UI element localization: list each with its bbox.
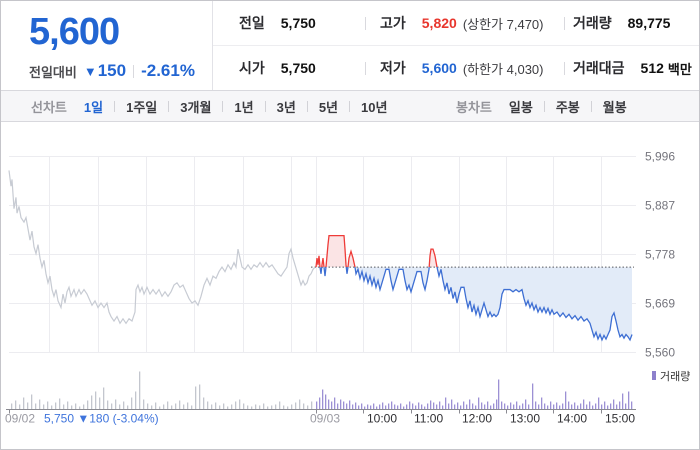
tab-weekly-candle[interactable]: 주봉 <box>555 99 580 115</box>
low-label: 저가 <box>380 60 406 76</box>
prev-close-value: 5,750 <box>280 15 316 31</box>
volume-legend: 거래량 <box>652 370 690 383</box>
prev-close-label: 전일 <box>239 15 265 31</box>
low-value: 5,600 <box>421 60 457 76</box>
line-chart-tabs: 선차트 1일 1주일 3개월 1년 3년 5년 10년 <box>31 91 387 121</box>
divider <box>264 100 266 112</box>
divider <box>564 16 565 30</box>
svg-text:09/03: 09/03 <box>310 412 340 426</box>
gridlines <box>9 156 636 353</box>
tab-3year[interactable]: 3년 <box>276 99 296 115</box>
high-value: 5,820 <box>421 15 457 31</box>
svg-text:10:00: 10:00 <box>367 412 397 426</box>
svg-text:5,750 ▼180 (-3.04%): 5,750 ▼180 (-3.04%) <box>44 412 159 426</box>
trade-value-label: 거래대금 <box>573 60 625 76</box>
chart-toolbar: 선차트 1일 1주일 3개월 1년 3년 5년 10년 봉차트 일봉 주봉 월봉 <box>1 90 699 122</box>
divider <box>306 100 308 112</box>
change-percent: -2.61% <box>141 61 195 80</box>
svg-text:5,887: 5,887 <box>645 199 675 213</box>
x-axis-labels: 09/02 5,750 ▼180 (-3.04%) 09/03 10:00 11:00 1… <box>5 412 635 426</box>
volume-value: 89,775 <box>627 15 671 31</box>
divider <box>133 64 135 78</box>
area-below-ref <box>320 267 632 340</box>
divider <box>365 61 366 75</box>
price-line-day2-down <box>316 267 633 342</box>
lower-limit: (하한가 4,030) <box>462 61 544 77</box>
price-change-row: 전일대비 ▼ 150 -2.61% <box>29 61 195 81</box>
tab-5year[interactable]: 5년 <box>318 99 339 115</box>
svg-text:5,669: 5,669 <box>645 297 675 311</box>
svg-text:15:00: 15:00 <box>605 412 635 426</box>
svg-text:5,560: 5,560 <box>645 346 675 360</box>
tab-daily-candle[interactable]: 일봉 <box>508 99 533 115</box>
stats-panel: 전일 5,750 고가 5,820 (상한가 7,470) 거래량 89,775… <box>212 1 699 90</box>
trade-value-value: 512 <box>640 60 664 76</box>
down-triangle-icon: ▼ <box>83 63 97 79</box>
volume-bars <box>11 371 633 410</box>
tab-monthly-candle[interactable]: 월봉 <box>602 99 627 115</box>
tab-10year[interactable]: 10년 <box>361 99 388 115</box>
open-value: 5,750 <box>280 60 316 76</box>
volume-label: 거래량 <box>573 15 612 31</box>
divider <box>564 61 565 75</box>
svg-text:12:00: 12:00 <box>462 412 492 426</box>
intraday-price-chart: 5,996 5,887 5,778 5,669 5,560 09/02 5,750 ▼180… <box>5 150 690 426</box>
open-label: 시가 <box>239 60 265 76</box>
divider <box>590 100 592 112</box>
divider <box>114 100 116 112</box>
stats-row-2: 시가 5,750 저가 5,600 (하한가 4,030) 거래대금 512 백… <box>213 46 699 90</box>
high-label: 고가 <box>380 15 406 31</box>
y-axis-labels: 5,996 5,887 5,778 5,669 5,560 <box>645 150 675 360</box>
svg-text:09/02: 09/02 <box>5 412 35 426</box>
svg-text:13:00: 13:00 <box>510 412 540 426</box>
divider <box>168 100 170 112</box>
divider <box>213 45 699 46</box>
tab-1day[interactable]: 1일 <box>83 99 104 115</box>
volume-legend-marker <box>652 371 656 380</box>
tab-1week[interactable]: 1주일 <box>126 99 158 115</box>
price-line-day1 <box>8 170 316 325</box>
trade-value-unit: 백만 <box>667 61 692 77</box>
change-value: ▼ 150 <box>83 61 127 80</box>
divider <box>222 100 224 112</box>
tab-3month[interactable]: 3개월 <box>180 99 212 115</box>
header: 5,600 전일대비 ▼ 150 -2.61% 전일 5,750 고가 5,820… <box>1 1 699 90</box>
upper-limit: (상한가 7,470) <box>462 16 544 32</box>
svg-text:5,778: 5,778 <box>645 248 675 262</box>
stats-row-1: 전일 5,750 고가 5,820 (상한가 7,470) 거래량 89,775 <box>213 1 699 45</box>
divider <box>365 16 366 30</box>
divider <box>543 100 545 112</box>
line-chart-group-label: 선차트 <box>31 99 67 115</box>
candle-chart-tabs: 봉차트 일봉 주봉 월봉 <box>456 91 627 121</box>
tab-1year[interactable]: 1년 <box>234 99 254 115</box>
svg-text:11:00: 11:00 <box>414 412 443 426</box>
svg-text:14:00: 14:00 <box>557 412 587 426</box>
candle-chart-group-label: 봉차트 <box>456 99 492 115</box>
divider <box>349 100 351 112</box>
current-price: 5,600 <box>29 11 120 53</box>
svg-text:5,996: 5,996 <box>645 150 675 164</box>
volume-legend-label: 거래량 <box>660 370 690 383</box>
change-label: 전일대비 <box>29 64 77 80</box>
